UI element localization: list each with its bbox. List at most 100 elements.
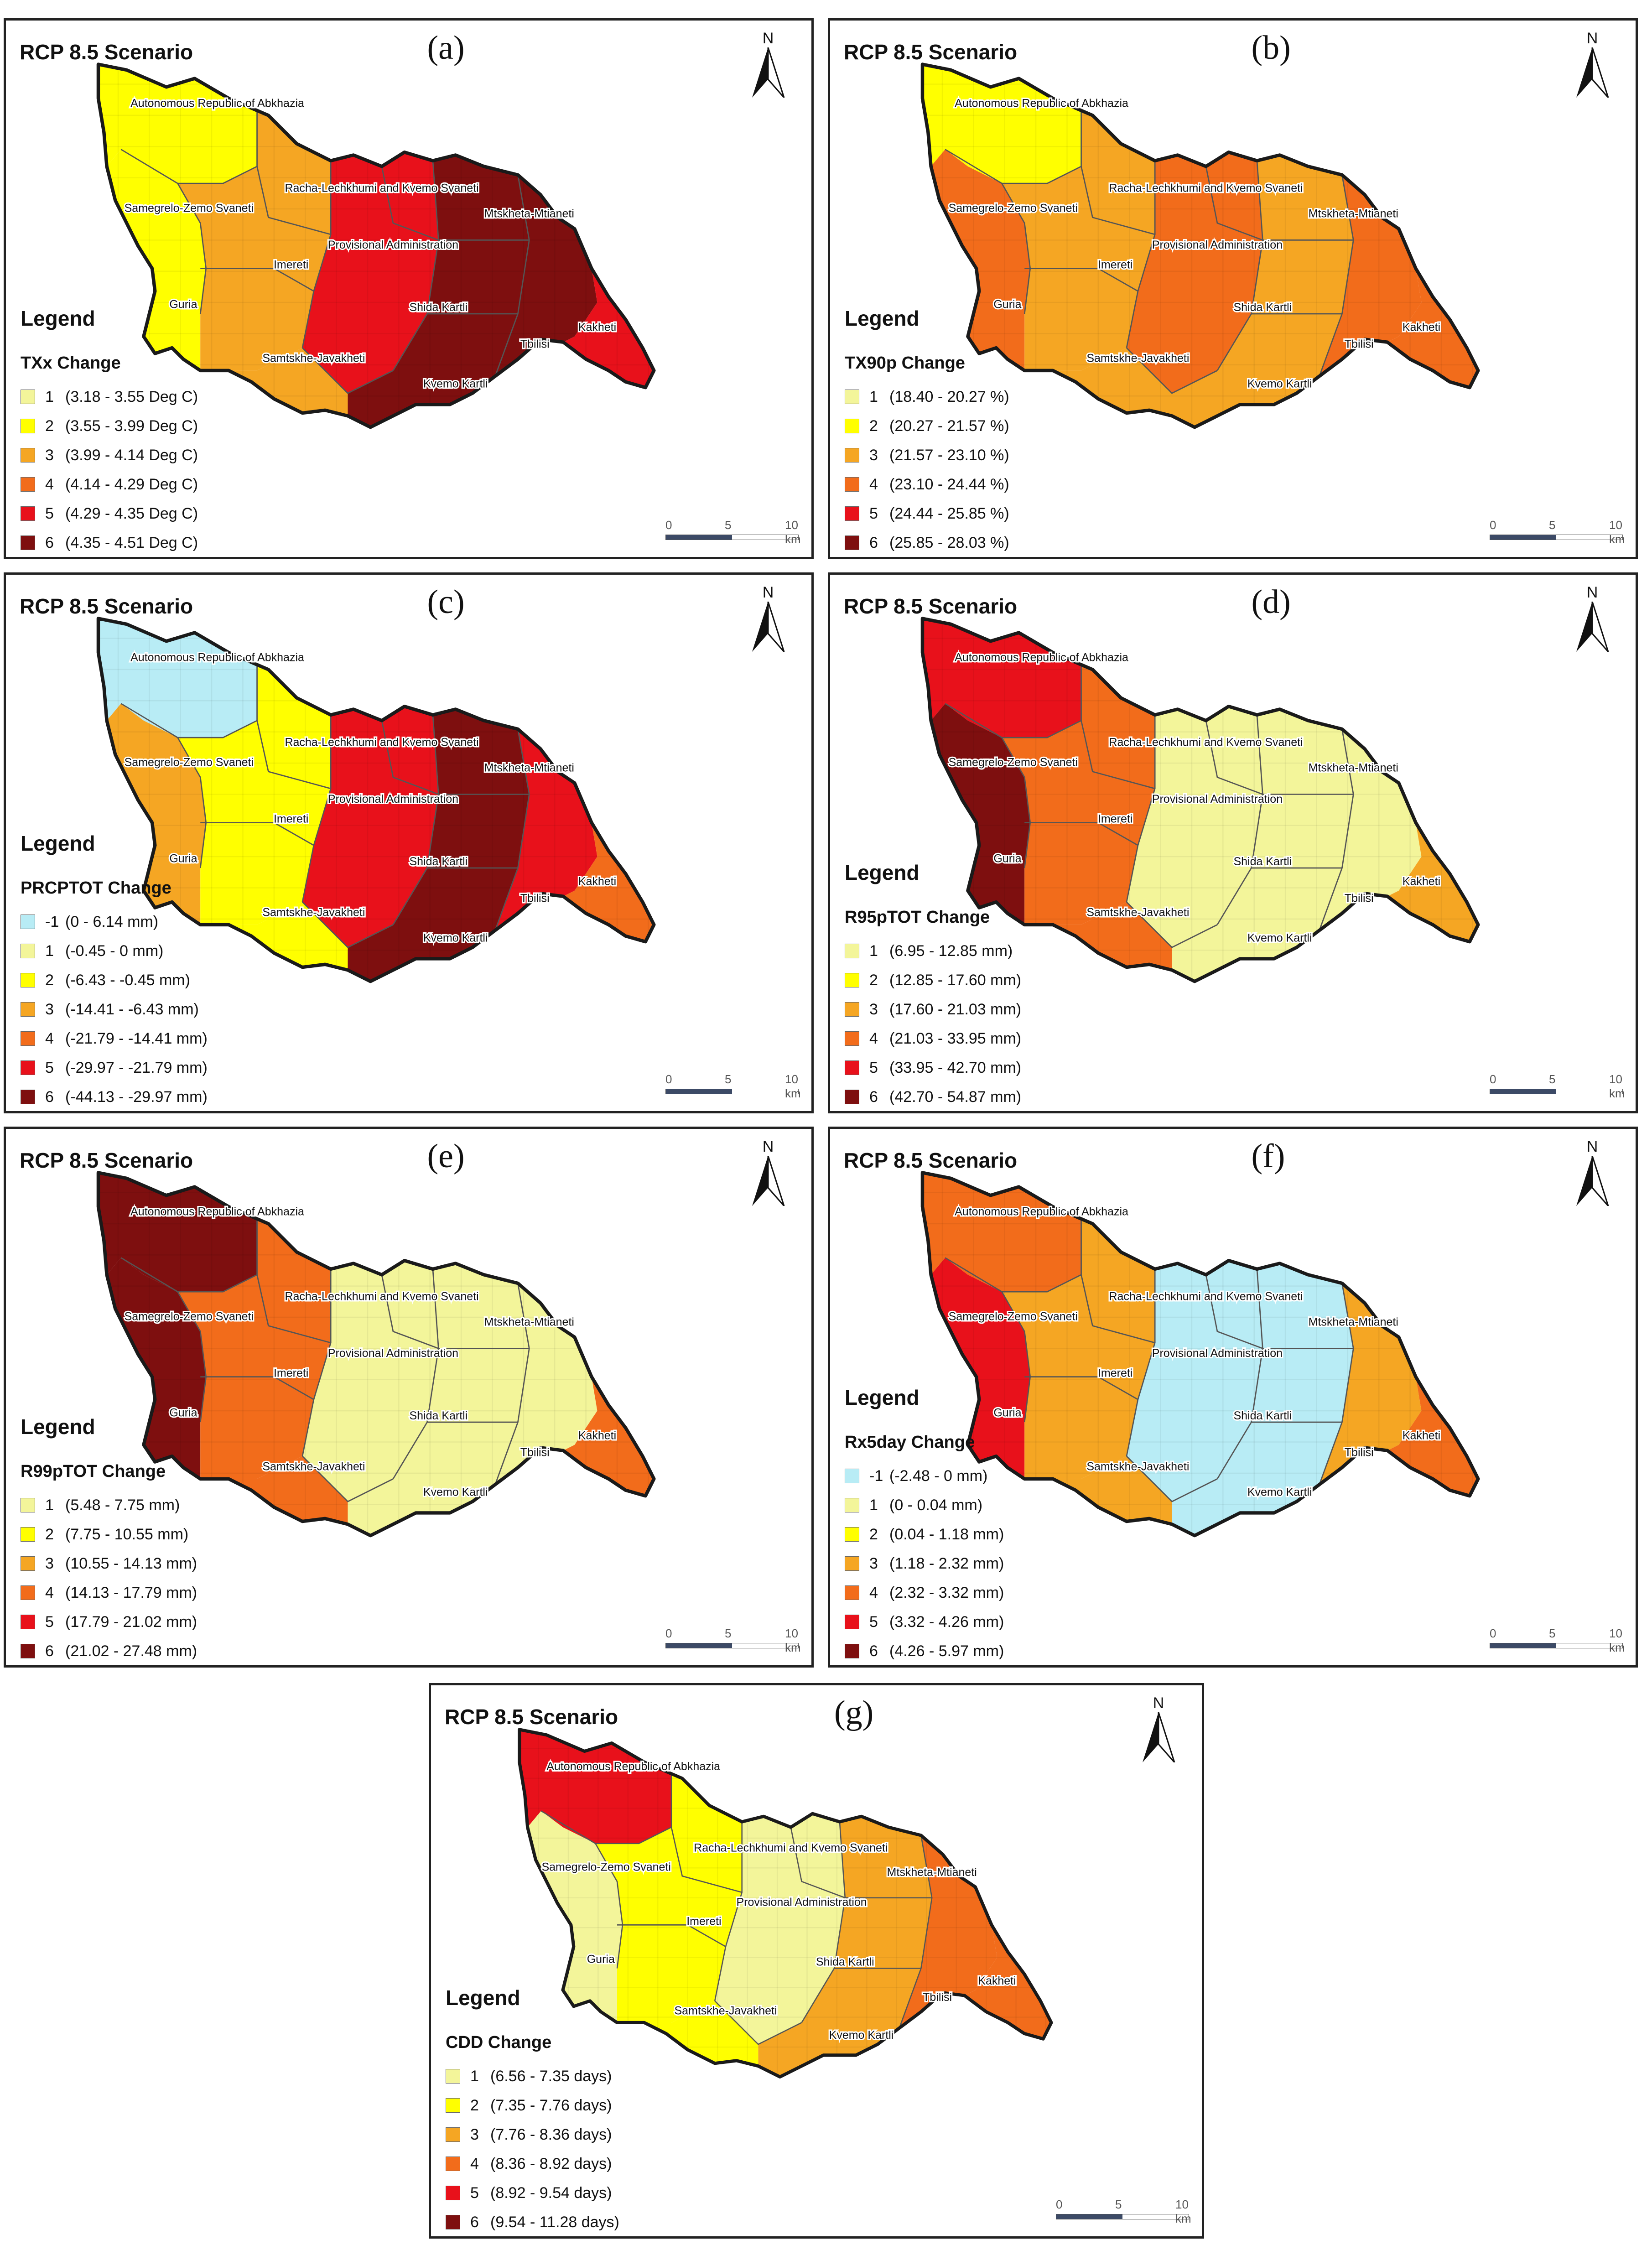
scale-label-end: 10 km [785,518,801,546]
legend-swatch [845,419,859,433]
legend-swatch [21,1031,35,1046]
legend-range: (1.18 - 2.32 mm) [889,1554,1004,1572]
region-border [1024,822,1138,846]
region-label-kvemo: Kvemo Kartli [1247,932,1312,945]
map-d: Autonomous Republic of Abkhazia Racha-Lec… [920,617,1480,983]
country-outline [920,1171,1480,1538]
zone-c_w [177,664,331,925]
north-arrow-icon [1576,47,1609,98]
panel-letter: (f) [1251,1138,1285,1175]
legend-item: 1 (0 - 0.04 mm) [845,1491,1004,1520]
zone-c_w [595,1773,742,2023]
legend-range: (23.10 - 24.44 %) [889,475,1009,493]
legend-range: (-6.43 - -0.45 mm) [65,971,190,989]
legend-item: 1 (18.40 - 20.27 %) [845,382,1009,411]
region-label-samegrelo: Samegrelo-Zemo Svaneti [541,1860,670,1873]
zone-sw [1053,348,1172,416]
legend-code: 3 [45,446,54,464]
region-border [1081,1218,1155,1344]
legend-code: 1 [45,1496,54,1514]
region-border [494,175,530,377]
scale-label-mid: 5 [725,518,732,532]
scenario-title: RCP 8.5 Scenario [844,1148,1018,1172]
map-f: Autonomous Republic of Abkhazia Racha-Lec… [920,1171,1480,1538]
region-label-abkhazia: Autonomous Republic of Abkhazia [130,97,304,109]
legend-swatch [845,1556,859,1571]
legend-range: (4.29 - 4.35 Deg C) [65,504,198,522]
legend-code: 1 [869,388,878,405]
region-border [256,1218,331,1344]
map-panel-d: Autonomous Republic of Abkhazia Racha-Lec… [828,572,1638,1113]
region-border [392,1269,439,1480]
legend-code: 5 [869,1059,878,1076]
zone-w [527,1811,623,2023]
legend: Legend PRCPTOT Change -1 (0 - 6.14 mm) 1 (-0.… [21,831,208,1111]
legend-title: Legend [21,831,95,855]
legend-range: (6.56 - 7.35 days) [490,2067,612,2085]
legend-range: (7.76 - 8.36 days) [490,2125,612,2143]
legend-swatch [21,1002,35,1017]
legend-code: -1 [45,913,59,930]
region-label-provisional: Provisional Administration [1152,1347,1283,1360]
legend-code: 2 [45,971,54,989]
zone-e [1319,1283,1422,1485]
legend-code: 6 [45,534,54,551]
region-label-samegrelo: Samegrelo-Zemo Svaneti [125,1310,254,1323]
legend-code: 6 [869,1642,878,1660]
region-label-imereti: Imereti [274,259,308,271]
scale-label-mid: 5 [725,1072,732,1086]
legend-range: (18.40 - 20.27 %) [889,388,1009,405]
legend-code: 3 [470,2125,479,2143]
region-border [301,1269,332,1456]
north-arrow-icon [1143,1712,1175,1763]
legend-variable: R95pTOT Change [845,908,990,927]
scale-label-end: 10 km [1609,1626,1625,1654]
region-label-samegrelo: Samegrelo-Zemo Svaneti [949,202,1078,214]
zone-w [931,1258,1030,1479]
legend-swatch [845,1002,859,1017]
zone-c_w [177,109,331,371]
region-border [1081,109,1155,235]
legend-code: 4 [869,1029,878,1047]
legend: Legend CDD Change 1 (6.56 - 7.35 days) 2 (7.3… [446,1985,619,2236]
legend-item: 4 (23.10 - 24.44 %) [845,470,1009,499]
region-label-kakheti: Kakheti [578,1429,616,1442]
zone-sw [229,1456,348,1524]
region-label-imereti: Imereti [274,813,308,826]
region-label-racha: Racha-Lechkhumi and Kvemo Svaneti [1109,182,1303,195]
region-border [1024,1376,1138,1400]
north-arrow: N [1572,1138,1613,1208]
legend-range: (3.18 - 3.55 Deg C) [65,388,198,405]
north-label: N [762,30,774,47]
legend-code: 5 [45,504,54,522]
scale-bar: 0 5 10 km [1056,2198,1191,2225]
legend-range: (8.92 - 9.54 days) [490,2184,612,2202]
zone-c_e [1172,155,1354,427]
region-label-shida: Shida Kartli [1233,301,1292,314]
legend-code: 3 [45,1554,54,1572]
region-label-abkhazia: Autonomous Republic of Abkhazia [546,1760,720,1773]
legend-variable: Rx5day Change [845,1433,975,1452]
region-label-tbilisi: Tbilisi [923,1991,952,2004]
region-border [899,1835,933,2028]
region-label-samegrelo: Samegrelo-Zemo Svaneti [949,1310,1078,1323]
region-border [1319,1283,1354,1485]
region-label-tbilisi: Tbilisi [1345,338,1374,351]
map-a: Autonomous Republic of Abkhazia Racha-Lec… [96,62,656,429]
region-label-abkhazia: Autonomous Republic of Abkhazia [955,1205,1128,1218]
region-label-samtskhe: Samtskhe-Javakheti [262,906,365,919]
legend-range: (20.27 - 21.57 %) [889,417,1009,435]
legend-item: 2 (-6.43 - -0.45 mm) [21,966,208,995]
legend-item: 4 (-21.79 - -14.41 mm) [21,1024,208,1053]
region-border [714,1822,743,2001]
legend-item: 4 (4.14 - 4.29 Deg C) [21,470,198,499]
legend-swatch [21,448,35,462]
legend-range: (4.14 - 4.29 Deg C) [65,475,198,493]
legend-code: 3 [869,1000,878,1018]
legend-swatch [21,1644,35,1658]
legend-item: 3 (21.57 - 23.10 %) [845,441,1009,470]
legend-swatch [446,2215,460,2229]
legend-swatch [21,535,35,550]
zone-c_w [1002,664,1155,925]
legend-code: 6 [45,1088,54,1106]
